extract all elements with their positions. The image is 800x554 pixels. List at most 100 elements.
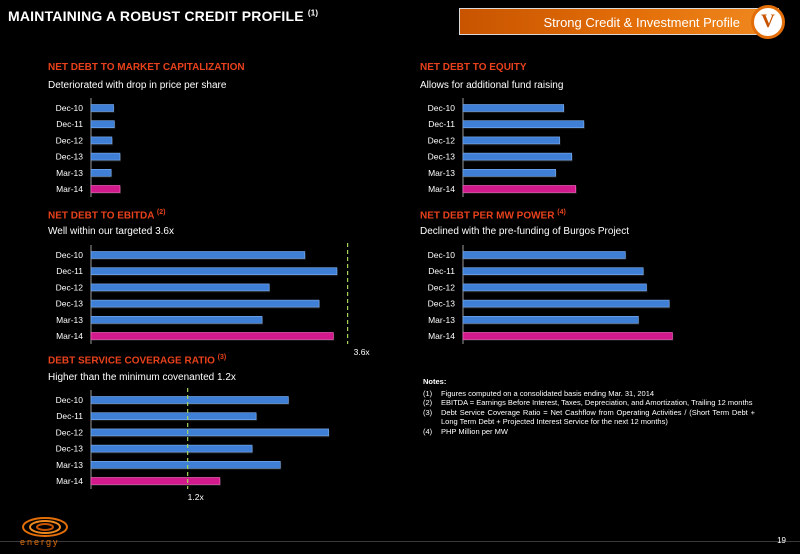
tick-label: Dec-12 (56, 282, 84, 292)
tick-label: Dec-11 (428, 119, 455, 129)
bar (462, 169, 556, 177)
tick-label: Mar-13 (56, 168, 83, 178)
notes-heading: Notes: (423, 377, 447, 386)
bar (90, 283, 270, 292)
notes: Notes: (1) Figures computed on a consolid… (423, 377, 755, 436)
note-number: (1) (423, 388, 433, 398)
tick-label: Dec-12 (428, 282, 456, 292)
tick-label: Dec-12 (56, 135, 84, 145)
bar (90, 120, 115, 129)
tick-label: Dec-13 (428, 152, 456, 162)
bar (462, 152, 573, 161)
bar-highlight (462, 185, 577, 193)
bar (462, 104, 564, 112)
panel-subtitle-market-cap: Deteriorated with drop in price per shar… (48, 80, 227, 91)
tick-label: Dec-13 (56, 152, 84, 162)
tick-label: Dec-10 (428, 103, 456, 113)
note-item: (3) Debt Service Coverage Ratio = Net Cas… (423, 408, 755, 427)
bar (462, 120, 585, 129)
tick-label: Mar-13 (428, 168, 455, 178)
bar (462, 136, 560, 145)
note-text: Figures computed on a consolidated basis… (441, 388, 655, 398)
note-text: PHP Million per MW (441, 426, 508, 436)
page-title-text: MAINTAINING A ROBUST CREDIT PROFILE (8, 8, 304, 24)
threshold-label: 3.6x (354, 347, 371, 357)
tick-label: Dec-10 (56, 250, 84, 260)
tick-label: Dec-11 (56, 411, 83, 421)
bar (462, 251, 626, 259)
bar (90, 444, 253, 453)
bar (90, 267, 338, 276)
chart-net-debt-per-mw: Dec-10 Dec-11 Dec-12 Dec-13 Mar-13 Mar-14 (428, 245, 674, 344)
note-item: (2) EBITDA = Earnings Before Interest, Ta… (423, 398, 755, 408)
panel-title-footnote: (2) (156, 209, 166, 216)
bar (90, 316, 263, 324)
tick-label: Dec-12 (428, 135, 456, 145)
tick-label: Dec-11 (428, 266, 455, 276)
bar (90, 428, 329, 437)
section-banner: Strong Credit & Investment Profile (459, 8, 779, 35)
banner-text: Strong Credit & Investment Profile (543, 15, 740, 30)
bar-highlight (90, 332, 334, 340)
note-number: (3) (423, 407, 433, 417)
bar-highlight (90, 185, 121, 193)
footer-divider (0, 541, 800, 542)
chart-net-debt-to-equity: Dec-10 Dec-11 Dec-12 Dec-13 Mar-13 Mar-14 (428, 98, 585, 197)
page-title: MAINTAINING A ROBUST CREDIT PROFILE (1) (8, 8, 318, 24)
panel-title-footnote: (4) (557, 209, 566, 216)
tick-label: Mar-14 (428, 184, 455, 194)
chart-net-debt-to-market-cap: Dec-10 Dec-11 Dec-12 Dec-13 Mar-13 Mar-14 (56, 98, 121, 197)
note-number: (2) (423, 398, 433, 407)
tick-label: Mar-14 (428, 331, 455, 341)
tick-label: Dec-10 (56, 395, 84, 405)
tick-label: Dec-12 (56, 427, 84, 437)
logo-wordmark: energy (20, 537, 60, 547)
bar (90, 251, 306, 259)
tick-label: Dec-13 (56, 444, 84, 454)
panel-title-per-mw: NET DEBT PER MW POWER (4) (420, 209, 566, 221)
bar (462, 267, 644, 276)
tick-label: Dec-11 (56, 266, 83, 276)
bar-highlight (462, 332, 673, 340)
panel-title-text: NET DEBT TO MARKET CAPITALIZATION (48, 62, 245, 73)
chart-debt-service-coverage: Dec-10 Dec-11 Dec-12 Dec-13 Mar-13 Mar-14 1.2x (56, 388, 330, 502)
tick-label: Dec-13 (428, 299, 456, 309)
section-badge: V (751, 5, 785, 39)
bar (90, 169, 112, 177)
tick-label: Dec-10 (56, 103, 84, 113)
bar-highlight (90, 477, 221, 485)
panel-title-text: NET DEBT TO EQUITY (420, 62, 527, 73)
panel-title-equity: NET DEBT TO EQUITY (420, 62, 527, 73)
tick-label: Mar-14 (56, 184, 83, 194)
bar (90, 299, 320, 308)
threshold-label: 1.2x (188, 492, 205, 502)
bar (90, 152, 121, 161)
panel-subtitle-ebitda: Well within our targeted 3.6x (48, 226, 174, 237)
page-number: 19 (777, 536, 786, 545)
bar (90, 412, 257, 421)
panel-subtitle-dscr: Higher than the minimum covenanted 1.2x (48, 372, 236, 383)
tick-label: Mar-13 (428, 315, 455, 325)
bar (90, 461, 281, 469)
bar (90, 136, 113, 145)
panel-title-dscr: DEBT SERVICE COVERAGE RATIO (3) (48, 354, 226, 366)
energy-logo-icon (22, 517, 68, 537)
panel-title-text: NET DEBT TO EBITDA (48, 210, 155, 222)
bar (90, 396, 289, 404)
panel-title-ebitda: NET DEBT TO EBITDA (2) (48, 209, 165, 221)
panel-title-footnote: (3) (217, 354, 227, 361)
bar (462, 316, 639, 324)
panel-title-market-cap: NET DEBT TO MARKET CAPITALIZATION (48, 62, 245, 73)
bar (90, 104, 114, 112)
tick-label: Dec-11 (56, 119, 83, 129)
panel-title-text: DEBT SERVICE COVERAGE RATIO (48, 355, 215, 367)
tick-label: Mar-14 (56, 331, 83, 341)
tick-label: Dec-13 (56, 299, 84, 309)
tick-label: Mar-13 (56, 460, 83, 470)
bar (462, 299, 670, 308)
section-badge-letter: V (761, 11, 775, 32)
note-text: EBITDA = Earnings Before Interest, Taxes… (441, 398, 753, 407)
note-item: (1) Figures computed on a consolidated ba… (423, 389, 755, 399)
tick-label: Mar-13 (56, 315, 83, 325)
panel-subtitle-equity: Allows for additional fund raising (420, 80, 564, 91)
